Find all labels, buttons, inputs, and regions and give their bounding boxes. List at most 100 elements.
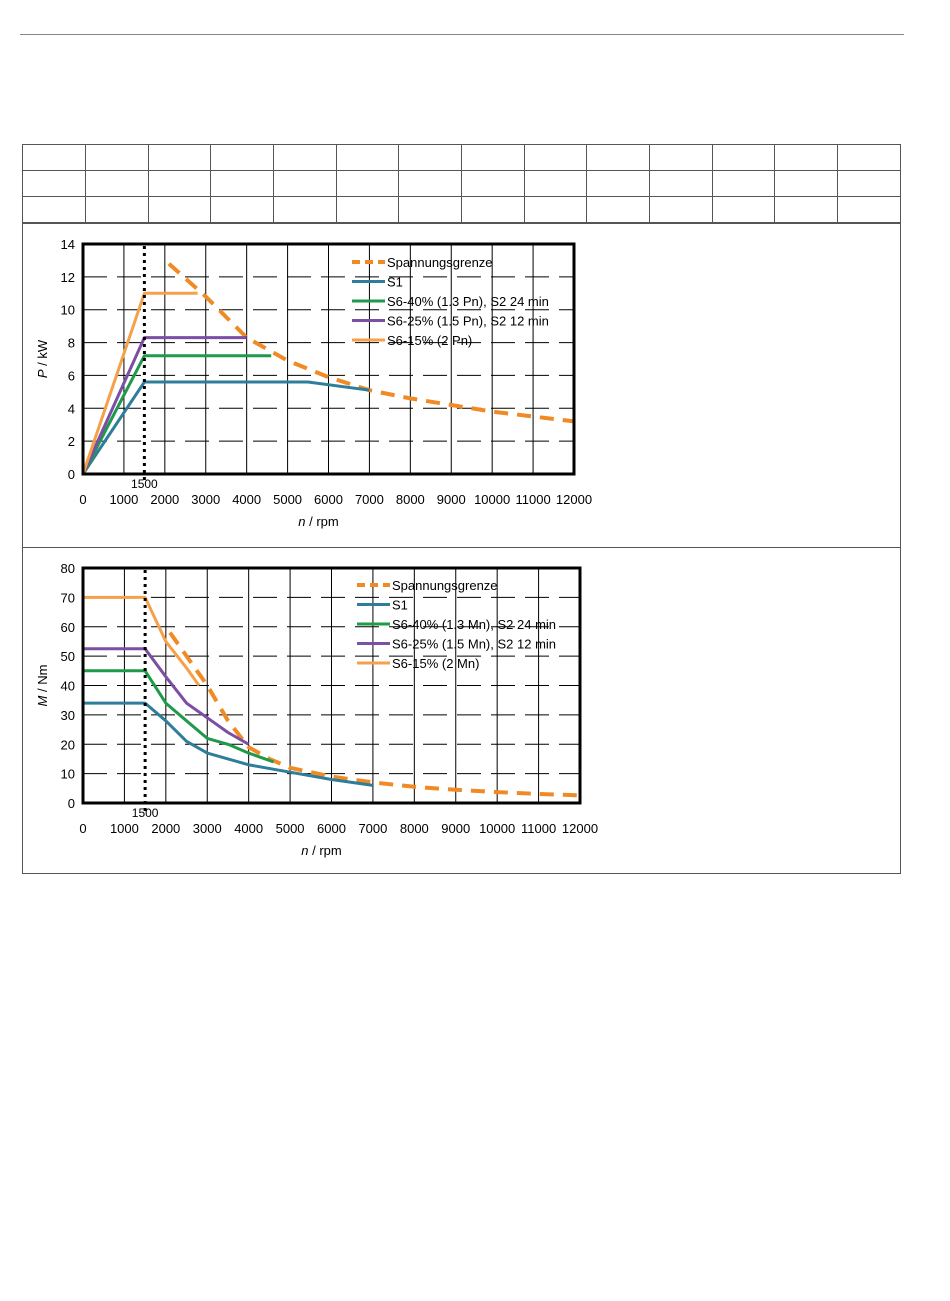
y-tick-label: 4 [68, 401, 75, 416]
table-cell [648, 145, 713, 171]
table-cell [774, 196, 838, 223]
x-tick-label: 10000 [479, 821, 515, 836]
legend-label: S1 [392, 598, 408, 613]
y-tick-label: 30 [61, 708, 75, 723]
series-line-s1 [83, 701, 374, 787]
x-tick-label: 11000 [515, 492, 550, 507]
y-tick-label: 8 [68, 336, 75, 351]
table-cell [460, 170, 525, 197]
table-cell [398, 196, 462, 223]
y-tick-label: 70 [61, 590, 75, 605]
table-cell [23, 196, 87, 223]
table-cell [711, 196, 776, 223]
table-cell [836, 196, 900, 223]
table-cell [774, 170, 838, 197]
y-tick-label: 10 [61, 303, 75, 318]
x-tick-label: 7000 [355, 492, 384, 507]
legend-label: S6-25% (1.5 Mn), S2 12 min [392, 637, 556, 652]
legend-label: Spannungsgrenze [387, 255, 493, 270]
x-tick-label: 10000 [474, 492, 510, 507]
y-tick-label: 80 [61, 561, 75, 576]
legend-label: S6-25% (1.5 Pn), S2 12 min [387, 314, 549, 329]
marker-label: 1500 [131, 477, 158, 491]
series-line-s6-15 [83, 595, 201, 687]
x-tick-label: 8000 [396, 492, 425, 507]
x-tick-label: 4000 [232, 492, 261, 507]
marker-label: 1500 [132, 806, 159, 820]
table-cell [711, 145, 776, 171]
y-tick-label: 6 [68, 368, 75, 383]
table-cell [147, 170, 212, 197]
table-cell [398, 145, 462, 171]
series-line-s1 [81, 380, 370, 475]
power-chart-cell: 0 1000 2000 3000 4000 5000 6000 7000 8000 9000 100… [23, 223, 900, 547]
x-tick-label: 1000 [109, 492, 138, 507]
table-cell [460, 196, 525, 223]
legend-label: S6-15% (2 Mn) [392, 656, 479, 671]
x-tick-label: 12000 [556, 492, 592, 507]
x-tick-label: 12000 [562, 821, 598, 836]
x-tick-label: 6000 [317, 821, 346, 836]
legend-label: S6-15% (2 Pn) [387, 333, 472, 348]
x-tick-label: 3000 [193, 821, 222, 836]
y-tick-label: 10 [61, 767, 75, 782]
x-tick-label: 5000 [273, 492, 302, 507]
legend-label: S6-40% (1.3 Mn), S2 24 min [392, 617, 556, 632]
x-tick-label: 2000 [151, 821, 180, 836]
table-cell [273, 196, 337, 223]
table-cell [523, 170, 588, 197]
table-cell [586, 170, 650, 197]
x-tick-label: 1000 [110, 821, 139, 836]
series-line-s6-15 [81, 291, 198, 475]
y-axis-label: P / kW [35, 339, 50, 378]
top-rule [20, 34, 904, 35]
x-tick-label: 2000 [150, 492, 179, 507]
series-line-s6-40 [81, 354, 272, 475]
table-cell [460, 145, 525, 171]
table-cell [523, 196, 588, 223]
header-table [23, 145, 900, 223]
table-cell [711, 170, 776, 197]
content-frame: 0 1000 2000 3000 4000 5000 6000 7000 8000 9000 100… [22, 144, 901, 874]
table-cell [586, 145, 650, 171]
series-line-voltage-limit [168, 631, 581, 798]
table-cell [210, 170, 275, 197]
x-tick-label: 9000 [441, 821, 470, 836]
x-tick-label: 3000 [191, 492, 220, 507]
table-cell [273, 170, 337, 197]
table-cell [398, 170, 462, 197]
table-cell [335, 170, 400, 197]
table-cell [836, 170, 900, 197]
table-cell [85, 170, 149, 197]
table-cell [23, 170, 87, 197]
x-axis-label: n / rpm [298, 514, 338, 529]
table-cell [147, 145, 212, 171]
legend-label: S1 [387, 275, 403, 290]
y-axis-label: M / Nm [35, 665, 50, 707]
torque-chart: 0 1000 2000 3000 4000 5000 6000 7000 8000 9000 100… [35, 561, 598, 858]
x-tick-label: 7000 [358, 821, 387, 836]
table-cell [648, 196, 713, 223]
table-cell [210, 196, 275, 223]
x-tick-label: 11000 [521, 821, 556, 836]
y-tick-label: 50 [61, 649, 75, 664]
x-tick-label: 4000 [234, 821, 263, 836]
table-cell [85, 145, 149, 171]
table-cell [147, 196, 212, 223]
y-tick-label: 2 [68, 434, 75, 449]
table-row [23, 196, 900, 223]
x-tick-label: 5000 [276, 821, 305, 836]
table-cell [774, 145, 838, 171]
table-row [23, 170, 900, 197]
legend-label: Spannungsgrenze [392, 578, 498, 593]
table-row [23, 145, 900, 171]
table-cell [335, 196, 400, 223]
y-tick-label: 20 [61, 737, 75, 752]
x-tick-label: 6000 [314, 492, 343, 507]
y-tick-label: 60 [61, 620, 75, 635]
power-chart: 0 1000 2000 3000 4000 5000 6000 7000 8000 9000 100… [35, 237, 592, 529]
x-tick-label: 9000 [437, 492, 466, 507]
table-cell [523, 145, 588, 171]
table-cell [273, 145, 337, 171]
x-tick-label: 0 [79, 492, 86, 507]
